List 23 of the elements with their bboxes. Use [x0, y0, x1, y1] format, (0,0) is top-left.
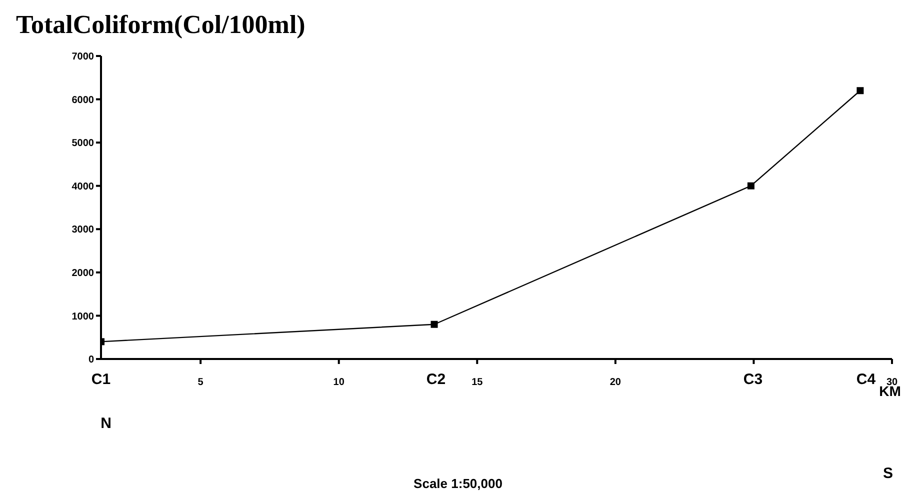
text: C3 — [743, 371, 763, 388]
text: S — [882, 465, 894, 482]
y-tick-label: 3000 — [72, 224, 94, 236]
point — [856, 87, 864, 94]
text: C4 — [856, 371, 876, 388]
y-tick-label: 1000 — [72, 311, 94, 322]
y-tick-label: 0 — [88, 354, 94, 366]
chart-title: TotalColiform(Col/100ml) — [16, 10, 306, 40]
text: N — [100, 415, 112, 432]
text: C2 — [426, 371, 446, 388]
point — [430, 320, 438, 328]
y-tick-label: 5000 — [72, 138, 94, 150]
x-tick-label: 5 — [198, 377, 204, 388]
x-tick-label: 10 — [333, 377, 345, 388]
x-tick-label: 20 — [610, 377, 622, 388]
point — [747, 182, 754, 190]
text: Scale 1:50,000 — [414, 476, 502, 491]
y-tick-label: 2000 — [72, 268, 94, 279]
text: C1 — [91, 371, 111, 388]
y-tick-label: 6000 — [72, 94, 94, 106]
x-tick-label: 15 — [472, 377, 484, 388]
y-tick-label: 7000 — [72, 52, 94, 63]
y-tick-label: 4000 — [72, 181, 94, 192]
